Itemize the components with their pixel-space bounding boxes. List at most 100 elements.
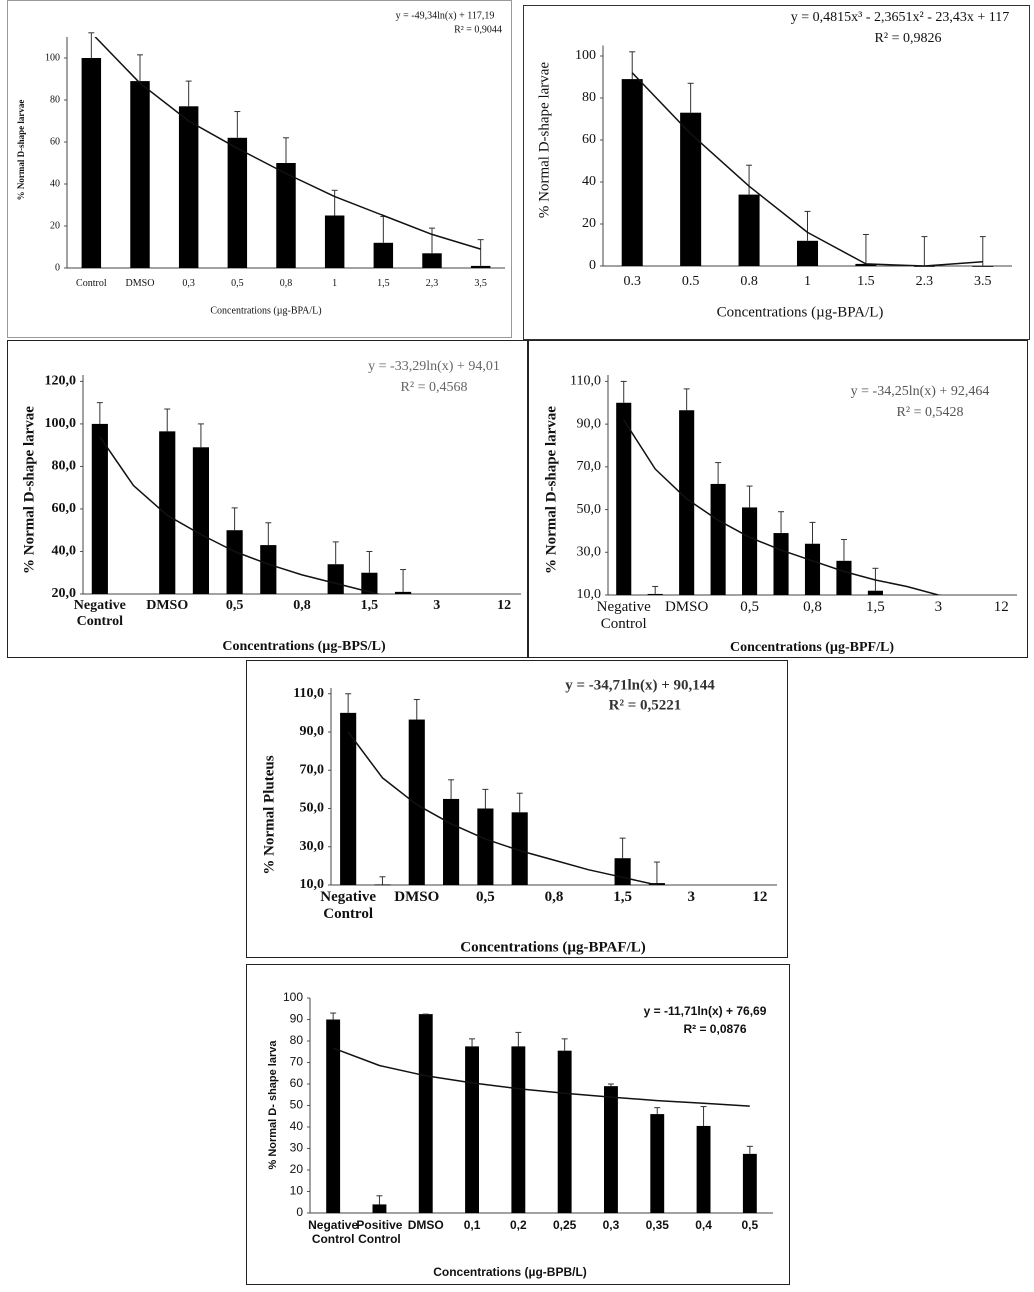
x-tick-label-box: 1 — [332, 278, 338, 289]
x-tick-label: 3,5 — [474, 278, 487, 289]
x-tick-label-box: 1,5 — [866, 599, 885, 615]
x-axis-label: Concentrations (µg-BPS/L) — [222, 639, 386, 654]
x-tick-label-box: DMSO — [394, 889, 439, 905]
x-tick-label-box: 0,5 — [476, 889, 495, 905]
bar — [227, 137, 248, 268]
bar — [470, 265, 491, 268]
bar — [326, 1019, 341, 1213]
x-tick-label-box: Negative Control — [320, 889, 377, 923]
y-tick-label: 40 — [582, 174, 596, 189]
x-tick-label-box: 1,5 — [613, 889, 632, 905]
y-tick-label: 20 — [50, 220, 60, 231]
x-tick-label: 0,5 — [231, 278, 244, 289]
trend-equation: y = -11,71ln(x) + 76,69 — [644, 1004, 767, 1018]
x-tick-label: 0,35 — [645, 1219, 669, 1232]
bar — [361, 572, 378, 594]
x-tick-label-box: Negative Control — [597, 599, 651, 632]
bar — [773, 533, 789, 595]
bar — [738, 194, 760, 266]
x-tick-label: 0,1 — [463, 1219, 481, 1232]
x-tick-label-box: 1 — [804, 274, 811, 289]
y-tick-label: 10 — [290, 1184, 304, 1198]
bar — [260, 545, 277, 594]
y-axis-label: % Normal Pluteus — [261, 755, 277, 874]
bar — [373, 242, 394, 268]
y-tick-label: 110,0 — [570, 374, 601, 389]
x-tick-label: Negative Control — [308, 1219, 359, 1246]
y-tick-label: 60 — [50, 136, 60, 147]
y-tick-label: 40 — [290, 1119, 304, 1133]
x-tick-label: Negative Control — [320, 889, 377, 923]
x-tick-label-box: 12 — [994, 599, 1009, 615]
x-tick-label-box: 2.3 — [915, 274, 934, 289]
y-tick-label: 70 — [290, 1055, 304, 1069]
y-tick-label: 100 — [283, 990, 303, 1004]
bar — [465, 1046, 479, 1213]
x-tick-label-box: 0,2 — [510, 1219, 527, 1232]
bar — [276, 163, 296, 268]
y-tick-label: 40 — [50, 178, 60, 189]
bar — [394, 591, 412, 594]
x-tick-label: 0.8 — [740, 274, 758, 289]
x-tick-label-box: 0.3 — [623, 274, 641, 289]
y-axis-label: % Normal D-shape larvae — [16, 100, 26, 201]
bar — [679, 410, 695, 595]
x-tick-label-box: 3,5 — [474, 278, 487, 289]
bar — [511, 1046, 526, 1213]
y-tick-label: 20 — [290, 1162, 304, 1176]
bar — [742, 507, 758, 595]
bar — [192, 447, 210, 594]
y-tick-label: 90,0 — [300, 724, 325, 739]
bar — [226, 530, 243, 594]
x-tick-label: 2,3 — [425, 278, 439, 289]
x-tick-label: 0.5 — [681, 274, 700, 289]
x-tick-label: 0,5 — [225, 598, 244, 613]
bar — [372, 1204, 387, 1213]
y-tick-label: 30,0 — [300, 839, 325, 854]
bar — [650, 1114, 665, 1213]
bar — [91, 423, 108, 594]
y-tick-label: 80 — [290, 1033, 304, 1047]
r-squared: R² = 0,0876 — [683, 1022, 746, 1036]
x-tick-label-box: 0,8 — [545, 889, 564, 905]
x-tick-label-box: 3 — [687, 889, 695, 905]
y-tick-label: 90 — [290, 1012, 304, 1026]
bar — [443, 798, 460, 885]
bar — [557, 1050, 572, 1213]
y-tick-label: 50,0 — [577, 502, 602, 517]
x-tick-label-box: DMSO — [146, 598, 188, 613]
bar — [913, 266, 935, 267]
x-tick-label: 12 — [752, 889, 768, 905]
bar — [867, 590, 883, 595]
bar — [178, 106, 199, 268]
x-tick-label-box: 0.5 — [681, 274, 700, 289]
x-tick-label: DMSO — [664, 599, 709, 615]
trend-equation: y = -34,25ln(x) + 92,464 — [851, 384, 990, 399]
y-tick-label: 0 — [296, 1205, 303, 1219]
bar — [614, 858, 631, 885]
x-tick-label-box: 0,5 — [231, 278, 244, 289]
x-tick-label: 0.3 — [623, 274, 641, 289]
x-tick-label: 0,5 — [741, 1219, 759, 1232]
r-squared: R² = 0,9044 — [454, 24, 502, 35]
y-tick-label: 50,0 — [300, 801, 325, 816]
x-tick-label: 0,5 — [740, 599, 759, 615]
x-tick-label: 1 — [332, 278, 338, 289]
x-tick-label: 1.5 — [857, 274, 875, 289]
y-tick-label: 70,0 — [300, 762, 325, 777]
panel-border — [246, 660, 788, 958]
bar — [477, 808, 494, 885]
x-tick-label-box: 0,5 — [740, 599, 759, 615]
x-tick-label: 0,25 — [552, 1219, 577, 1232]
bar — [855, 263, 877, 266]
y-tick-label: 40,0 — [52, 544, 77, 559]
bar — [159, 431, 176, 594]
x-tick-label: 2.3 — [915, 274, 934, 289]
x-tick-label: 1,5 — [360, 598, 379, 613]
bar — [422, 253, 442, 268]
trend-line — [99, 436, 381, 594]
bar — [972, 266, 994, 267]
y-tick-label: 30,0 — [577, 545, 602, 560]
x-tick-label: 3 — [433, 598, 441, 613]
